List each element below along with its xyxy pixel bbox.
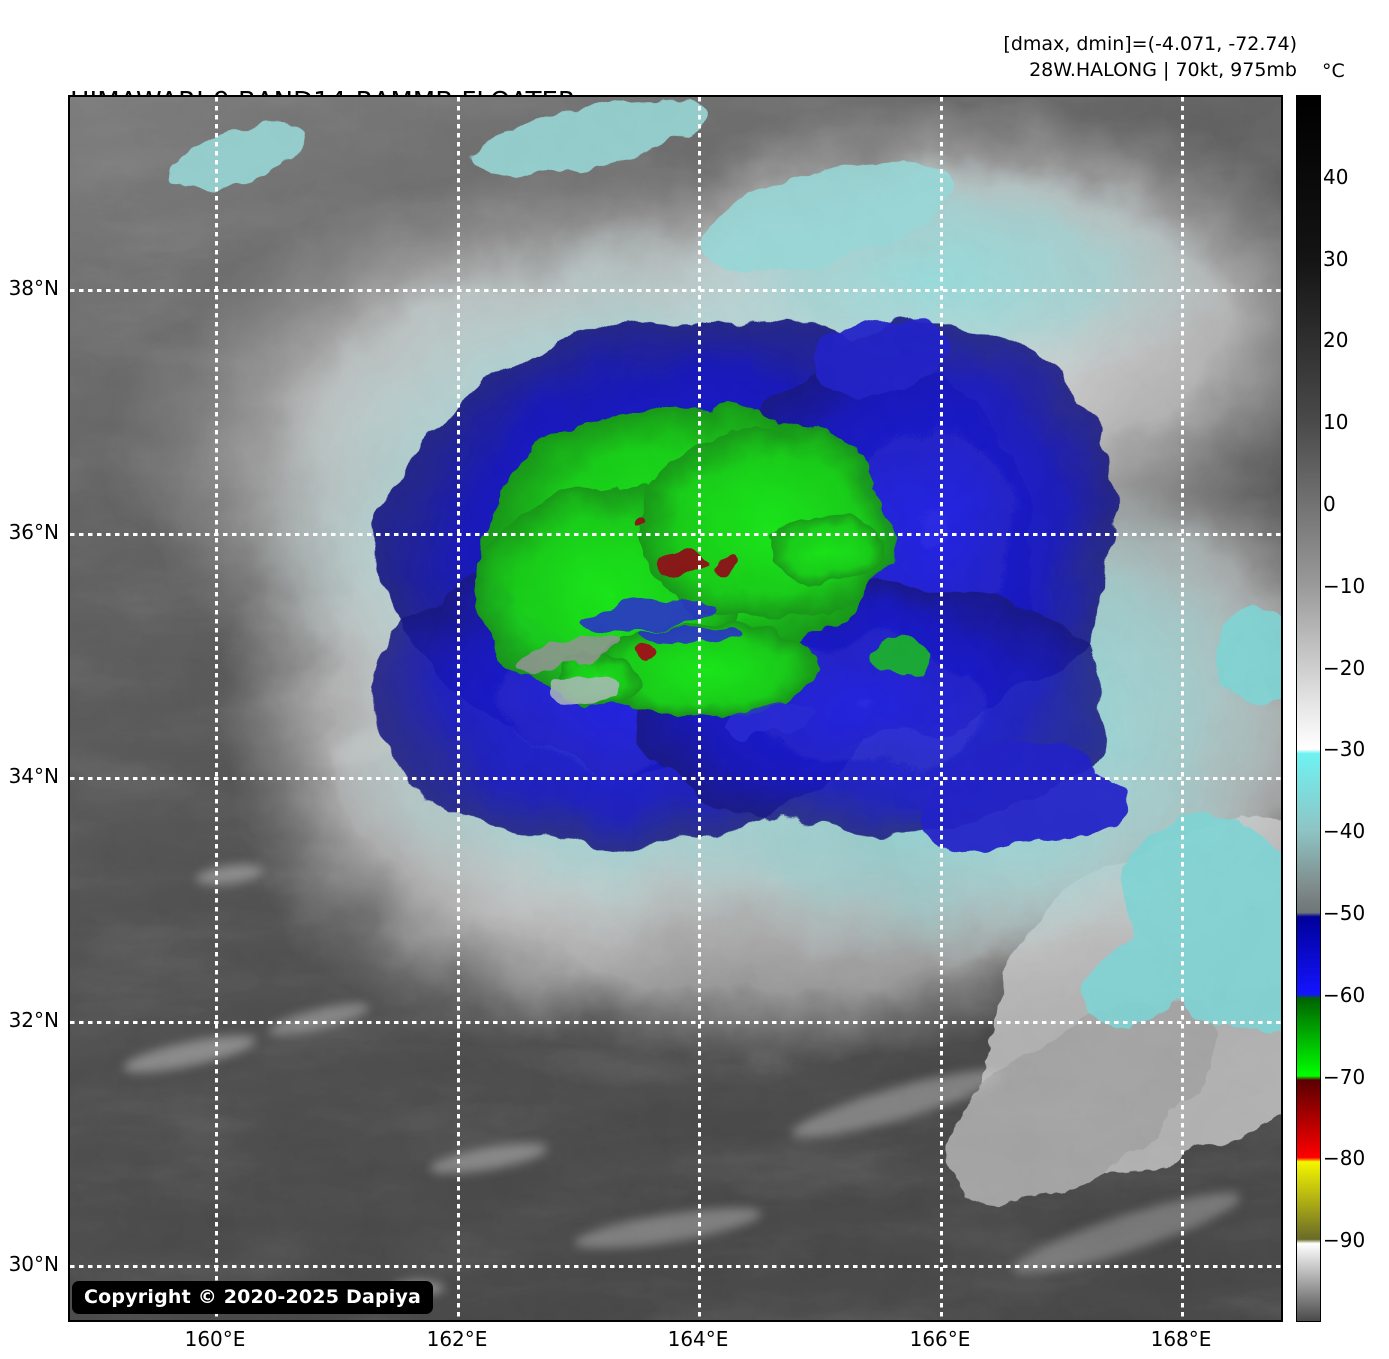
colorbar-tick-neg10: −10 bbox=[1323, 573, 1366, 598]
colorbar-gradient bbox=[1297, 96, 1320, 1321]
lat-label-32: 32°N bbox=[8, 1008, 59, 1032]
satellite-image-panel[interactable]: Copyright © 2020-2025 Dapiya bbox=[68, 95, 1283, 1322]
colorbar-tick-0: 0 bbox=[1323, 492, 1336, 516]
colorbar-unit-label: °C bbox=[1322, 60, 1345, 82]
lat-label-36: 36°N bbox=[8, 520, 59, 544]
satellite-imagery bbox=[70, 97, 1281, 1320]
lon-label-168: 168°E bbox=[1150, 1327, 1212, 1351]
colorbar-tick-10: 10 bbox=[1323, 410, 1349, 435]
colorbar-tick-neg70: −70 bbox=[1323, 1064, 1366, 1089]
colorbar-tick-neg80: −80 bbox=[1323, 1146, 1366, 1171]
scene-info: [dmax, dmin]=(-4.071, -72.74) 28W.HALONG… bbox=[1003, 31, 1297, 83]
lon-label-162: 162°E bbox=[426, 1327, 488, 1351]
lat-label-38: 38°N bbox=[8, 276, 59, 300]
colorbar-tick-40: 40 bbox=[1323, 164, 1349, 189]
data-minmax: [dmax, dmin]=(-4.071, -72.74) bbox=[1003, 33, 1297, 55]
lat-label-34: 34°N bbox=[8, 764, 59, 788]
lon-label-160: 160°E bbox=[184, 1327, 246, 1351]
copyright-badge: Copyright © 2020-2025 Dapiya bbox=[72, 1281, 434, 1314]
colorbar-tick-neg90: −90 bbox=[1323, 1228, 1366, 1253]
colorbar-tick-30: 30 bbox=[1323, 246, 1349, 271]
colorbar-tick-neg40: −40 bbox=[1323, 819, 1366, 844]
storm-info: 28W.HALONG | 70kt, 975mb bbox=[1029, 59, 1297, 81]
colorbar-tick-neg20: −20 bbox=[1323, 655, 1366, 680]
colorbar-tick-20: 20 bbox=[1323, 328, 1349, 353]
colorbar-tick-neg60: −60 bbox=[1323, 982, 1366, 1007]
colorbar-tick-neg50: −50 bbox=[1323, 901, 1366, 925]
colorbar-tick-neg30: −30 bbox=[1323, 737, 1366, 762]
colorbar[interactable] bbox=[1296, 95, 1321, 1322]
lat-label-30: 30°N bbox=[8, 1252, 59, 1276]
lon-label-164: 164°E bbox=[667, 1327, 729, 1351]
lon-label-166: 166°E bbox=[909, 1327, 971, 1351]
